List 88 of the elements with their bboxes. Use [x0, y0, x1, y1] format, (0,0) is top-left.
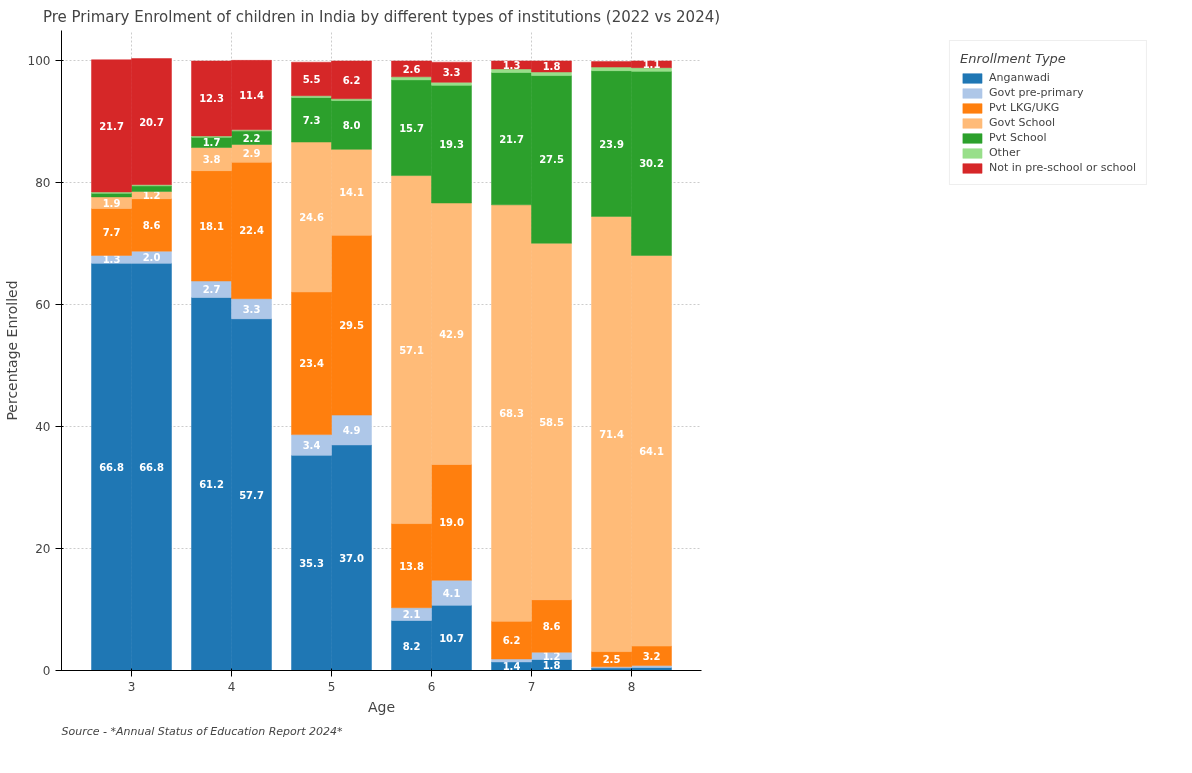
data-label: 6.2 [502, 635, 521, 647]
data-label: 6.2 [342, 74, 361, 86]
x-tick-label: 7 [527, 679, 536, 694]
data-label: 1.2 [142, 190, 161, 202]
data-label: 8.2 [402, 640, 421, 652]
data-label: 2.9 [242, 148, 261, 160]
y-tick-label: 100 [27, 54, 51, 69]
data-label: 8.6 [142, 219, 161, 231]
data-label: 1.8 [542, 61, 561, 73]
legend-label: Govt pre-primary [988, 86, 1084, 99]
source-note: Source - *Annual Status of Education Report 2024* [61, 724, 344, 738]
data-label: 66.8 [99, 461, 124, 473]
data-label: 1.3 [102, 254, 121, 266]
data-label: 1.8 [542, 660, 561, 672]
data-label: 64.1 [639, 445, 664, 457]
data-label: 22.4 [239, 225, 264, 237]
data-label: 24.6 [299, 212, 324, 224]
data-label: 57.7 [239, 489, 264, 501]
data-label: 68.3 [499, 407, 524, 419]
data-label: 2.7 [202, 284, 221, 296]
data-label: 29.5 [339, 320, 364, 332]
data-label: 2.6 [402, 63, 421, 75]
x-tick-label: 3 [127, 679, 136, 694]
y-tick-label: 80 [35, 176, 51, 191]
data-label: 61.2 [199, 478, 224, 490]
y-tick-label: 0 [42, 664, 51, 678]
data-label: 5.5 [302, 73, 321, 85]
data-label: 1.3 [502, 59, 521, 71]
data-label: 11.4 [239, 90, 264, 102]
legend-label: Pvt LKG/UKG [988, 101, 1060, 114]
data-label: 27.5 [539, 154, 564, 166]
x-tick-label: 6 [427, 679, 436, 694]
data-label: 1.7 [202, 137, 221, 149]
data-label: 3.8 [202, 154, 221, 166]
y-axis-title: Percentage Enrolled [3, 280, 20, 421]
x-tick-label: 8 [627, 679, 636, 694]
y-tick-label: 60 [35, 298, 51, 313]
data-label: 20.7 [139, 116, 164, 128]
legend-title: Enrollment Type [959, 51, 1067, 66]
legend-label: Pvt School [988, 131, 1047, 144]
data-label: 42.9 [439, 328, 464, 340]
data-label: 23.4 [299, 358, 324, 370]
data-label: 7.7 [102, 226, 121, 238]
data-label: 19.0 [439, 517, 464, 529]
data-label: 35.3 [299, 557, 324, 569]
data-label: 30.2 [639, 158, 664, 170]
data-label: 13.8 [399, 560, 424, 572]
data-label: 2.5 [602, 654, 621, 666]
y-tick-label: 20 [35, 542, 51, 557]
data-label: 7.3 [302, 114, 321, 126]
data-label: 1.9 [102, 197, 121, 209]
legend-label: Anganwadi [988, 71, 1050, 84]
data-label: 58.5 [539, 416, 564, 428]
data-label: 3.3 [242, 303, 261, 315]
chart-title: Pre Primary Enrolment of children in India by different types of institutions (2022 vs 2024) [42, 7, 721, 26]
data-label: 19.3 [439, 139, 464, 151]
data-label: 8.0 [342, 119, 361, 131]
data-label: 15.7 [399, 122, 424, 134]
data-label: 23.9 [599, 138, 624, 150]
data-label: 57.1 [399, 344, 424, 356]
data-label: 66.8 [139, 461, 164, 473]
data-label: 3.2 [642, 650, 661, 662]
data-label: 4.9 [342, 425, 361, 437]
data-label: 2.1 [402, 609, 421, 621]
data-label: 3.4 [302, 439, 321, 451]
data-label: 18.1 [199, 220, 224, 232]
data-label: 2.0 [142, 252, 161, 264]
legend-label: Govt School [988, 116, 1056, 129]
x-tick-label: 4 [227, 679, 236, 694]
data-label: 1.1 [642, 59, 661, 71]
data-label: 2.2 [242, 132, 261, 144]
x-tick-label: 5 [327, 679, 336, 694]
data-label: 8.6 [542, 621, 561, 632]
data-label: 10.7 [439, 632, 464, 644]
legend-label: Other [988, 146, 1021, 159]
data-label: 14.1 [339, 187, 364, 199]
data-label: 1.2 [542, 650, 561, 662]
data-label: 3.3 [442, 67, 461, 79]
x-axis-title: Age [367, 698, 396, 715]
data-label: 37.0 [339, 552, 364, 564]
data-label: 12.3 [199, 93, 224, 105]
y-tick-label: 40 [35, 420, 51, 435]
data-label: 4.1 [442, 587, 461, 599]
data-label: 71.4 [599, 429, 624, 440]
data-label: 21.7 [499, 133, 524, 145]
data-label: 21.7 [99, 120, 124, 132]
legend-label: Not in pre-school or school [988, 161, 1137, 174]
data-label: 1.4 [502, 661, 521, 673]
